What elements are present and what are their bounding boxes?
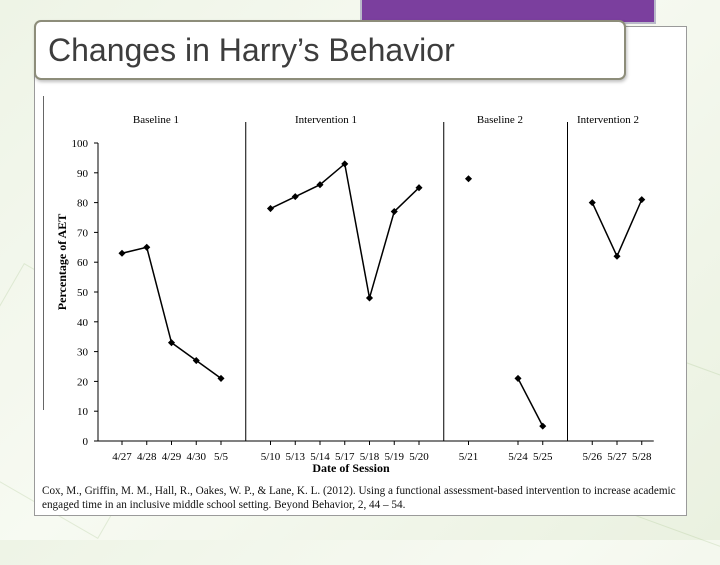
x-tick-label: 5/5 bbox=[214, 451, 229, 463]
data-point bbox=[390, 208, 398, 216]
data-point bbox=[217, 374, 225, 382]
y-tick-label: 60 bbox=[77, 257, 89, 269]
series-line bbox=[121, 246, 222, 380]
x-tick-label: 5/18 bbox=[360, 451, 380, 463]
x-tick-label: 5/10 bbox=[261, 451, 281, 463]
data-point bbox=[415, 184, 423, 192]
data-point bbox=[365, 294, 374, 302]
x-tick-label: 5/21 bbox=[459, 451, 479, 463]
chart: 0 10 20 30 40 50 60 70 80 90 100 4/27 4/28 4/29 4/30 5… bbox=[55, 114, 654, 475]
data-point bbox=[514, 374, 522, 382]
data-point bbox=[316, 181, 324, 189]
x-tick-label: 5/14 bbox=[310, 451, 330, 463]
y-tick-label: 0 bbox=[83, 436, 89, 448]
data-point bbox=[118, 249, 126, 257]
phase-label: Baseline 2 bbox=[477, 114, 523, 126]
y-tick-label: 50 bbox=[77, 287, 89, 299]
phase-dividers: Baseline 1 Intervention 1 Baseline 2 Interv… bbox=[133, 114, 639, 441]
title-box: Changes in Harry’s Behavior bbox=[34, 20, 626, 80]
series-line bbox=[270, 162, 420, 299]
y-tick-label: 70 bbox=[77, 227, 89, 239]
x-tick-label: 4/29 bbox=[162, 451, 182, 463]
data-point bbox=[341, 160, 349, 168]
x-tick-label: 4/28 bbox=[137, 451, 157, 463]
x-tick-label: 5/28 bbox=[632, 451, 652, 463]
x-tick-label: 5/17 bbox=[335, 451, 355, 463]
x-axis-label: Date of Session bbox=[312, 461, 390, 475]
y-axis-label: Percentage of AET bbox=[55, 214, 69, 310]
y-tick-label: 20 bbox=[77, 376, 89, 388]
page-title: Changes in Harry’s Behavior bbox=[48, 32, 455, 68]
y-tick-label: 30 bbox=[77, 347, 89, 359]
frame-rule bbox=[43, 96, 44, 410]
data-point bbox=[167, 339, 176, 347]
chart-frame bbox=[34, 26, 687, 516]
data-point bbox=[464, 175, 473, 183]
data-point bbox=[192, 357, 200, 365]
x-axis: 4/27 4/28 4/29 4/30 5/5 5/10 5/13 5/14 5/17 5/18 5… bbox=[98, 440, 654, 463]
x-tick-label: 5/26 bbox=[582, 451, 602, 463]
x-tick-label: 5/25 bbox=[533, 451, 553, 463]
data-point bbox=[539, 422, 547, 430]
x-tick-label: 4/30 bbox=[186, 451, 206, 463]
phase-label: Intervention 1 bbox=[295, 114, 357, 126]
x-tick-label: 4/27 bbox=[112, 451, 132, 463]
y-axis: 0 10 20 30 40 50 60 70 80 90 100 bbox=[72, 138, 99, 448]
series-line bbox=[591, 199, 643, 259]
data-point bbox=[291, 193, 299, 201]
x-tick-label: 5/27 bbox=[607, 451, 627, 463]
x-tick-label: 5/20 bbox=[409, 451, 429, 463]
x-tick-label: 5/24 bbox=[508, 451, 528, 463]
data-point bbox=[143, 243, 151, 251]
citation: Cox, M., Griffin, M. M., Hall, R., Oakes… bbox=[42, 485, 676, 511]
y-tick-label: 40 bbox=[77, 317, 89, 329]
x-tick-label: 5/13 bbox=[285, 451, 305, 463]
series-line bbox=[517, 378, 544, 427]
data-series bbox=[118, 160, 646, 430]
x-tick-label: 5/19 bbox=[384, 451, 404, 463]
data-point bbox=[588, 199, 596, 207]
data-point bbox=[613, 252, 621, 260]
phase-label: Intervention 2 bbox=[577, 114, 639, 126]
y-tick-label: 80 bbox=[77, 198, 89, 210]
y-tick-label: 90 bbox=[77, 168, 89, 180]
y-tick-label: 10 bbox=[77, 406, 89, 418]
phase-label: Baseline 1 bbox=[133, 114, 179, 126]
data-point bbox=[266, 205, 275, 213]
data-point bbox=[638, 196, 646, 204]
y-tick-label: 100 bbox=[72, 138, 89, 150]
